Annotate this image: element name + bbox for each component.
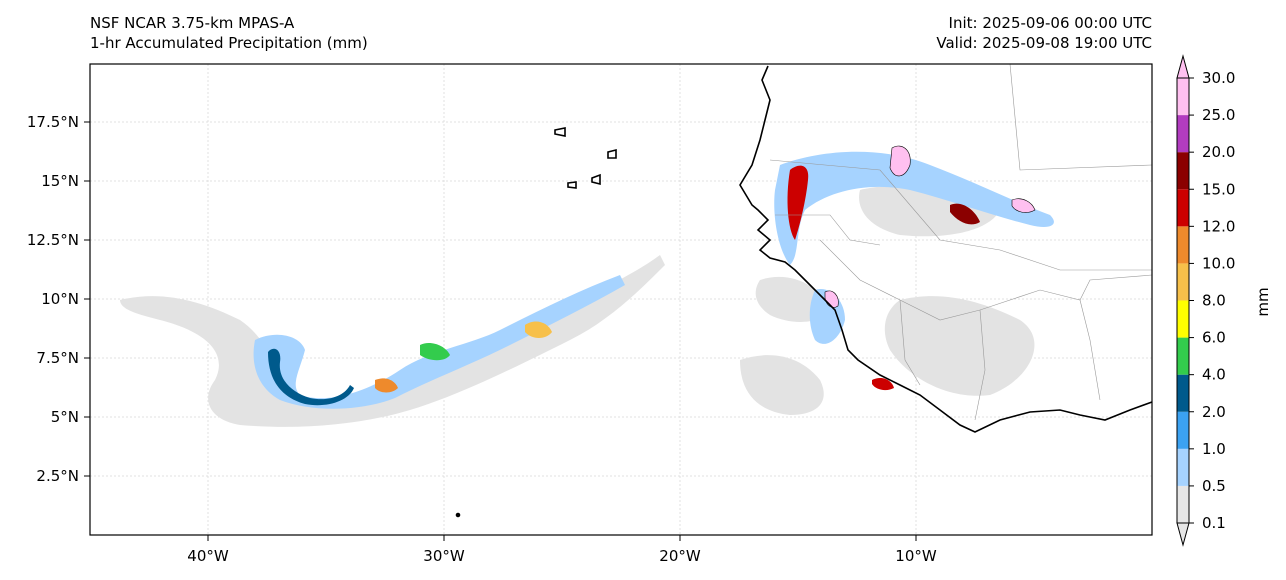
light-precip-west-africa-south: [740, 355, 824, 415]
colorbar-segment: [1177, 411, 1189, 449]
lon-label: 20°W: [659, 547, 701, 565]
cape-verde-4: [567, 181, 577, 189]
init-time: Init: 2025-09-06 00:00 UTC: [948, 14, 1152, 32]
cell-atlantic-2: [525, 321, 552, 338]
colorbar-tick-label: 6.0: [1202, 329, 1226, 347]
rain-band-sahel: [774, 151, 1054, 265]
colorbar-tick-label: 25.0: [1202, 106, 1235, 124]
border-cote-divoire-west: [899, 299, 921, 386]
border-mali-north: [1009, 63, 1153, 171]
model-name: NSF NCAR 3.75-km MPAS-A: [90, 14, 295, 32]
cape-verde-3: [591, 173, 601, 186]
lon-label: 30°W: [423, 547, 465, 565]
colorbar-tick-label: 2.0: [1202, 403, 1226, 421]
colorbar: 0.1 0.5 1.0 2.0 4.0 6.0 8.0 10.0 12.0 15.0 20.0 25.…: [1176, 54, 1272, 547]
cell-atlantic-3: [375, 378, 398, 393]
colorbar-ticks: 0.1 0.5 1.0 2.0 4.0 6.0 8.0 10.0 12.0 15.0 20.0 25.…: [1189, 69, 1235, 532]
cell-mali-west: [889, 145, 911, 177]
field-name: 1-hr Accumulated Precipitation (mm): [90, 34, 368, 52]
valid-time: Valid: 2025-09-08 19:00 UTC: [936, 34, 1152, 52]
colorbar-tick-label: 4.0: [1202, 366, 1226, 384]
colorbar-tick-label: 15.0: [1202, 180, 1235, 198]
lat-label: 17.5°N: [27, 113, 79, 131]
cell-burkina: [1011, 198, 1036, 213]
colorbar-segment: [1177, 374, 1189, 412]
colorbar-unit-label: mm: [1254, 287, 1272, 316]
convective-cells: [268, 145, 1036, 406]
lon-axis: 40°W 30°W 20°W 10°W: [187, 535, 937, 565]
colorbar-segment: [1177, 152, 1189, 190]
lat-label: 12.5°N: [27, 231, 79, 249]
title-left: NSF NCAR 3.75-km MPAS-A 1-hr Accumulated…: [90, 13, 368, 53]
border-togo-benin: [1079, 299, 1101, 401]
lon-label: 10°W: [895, 547, 937, 565]
cape-verde-1: [554, 127, 566, 137]
island-dot: [455, 512, 461, 518]
colorbar-extend-top: [1176, 54, 1190, 79]
lat-label: 5°N: [51, 408, 79, 426]
colorbar-segment: [1177, 337, 1189, 375]
colorbar-tick-label: 30.0: [1202, 69, 1235, 87]
cell-senegal-coast: [787, 165, 809, 240]
cape-verde-2: [607, 148, 617, 159]
title-right: Init: 2025-09-06 00:00 UTC Valid: 2025-0…: [936, 13, 1152, 53]
light-precip-interior: [884, 296, 1035, 396]
colorbar-segment: [1177, 485, 1189, 523]
border-sahel: [769, 159, 1152, 271]
colorbar-segment: [1177, 263, 1189, 301]
colorbar-tick-label: 0.5: [1202, 477, 1226, 495]
colorbar-tick-label: 0.1: [1202, 514, 1226, 532]
colorbar-segments: [1177, 78, 1189, 523]
colorbar-tick-label: 20.0: [1202, 143, 1235, 161]
colorbar-tick-label: 8.0: [1202, 292, 1226, 310]
colorbar-segment: [1177, 300, 1189, 338]
lon-label: 40°W: [187, 547, 229, 565]
border-senegal-gambia: [775, 214, 881, 246]
colorbar-extend-bottom: [1176, 522, 1190, 547]
colorbar-segment: [1177, 189, 1189, 227]
colorbar-tick-label: 12.0: [1202, 217, 1235, 235]
coastline-west-africa: [739, 65, 1153, 433]
country-borders: [769, 63, 1153, 421]
colorbar-tick-label: 10.0: [1202, 254, 1235, 272]
cell-mali-east: [950, 203, 980, 225]
border-ghana: [974, 309, 986, 421]
light-precip-atlantic: [120, 255, 665, 427]
lat-label: 15°N: [41, 172, 79, 190]
cell-liberia: [872, 377, 894, 391]
cell-atlantic-1: [420, 343, 450, 361]
lat-label: 7.5°N: [36, 349, 79, 367]
colorbar-tick-label: 1.0: [1202, 440, 1226, 458]
colorbar-segment: [1177, 226, 1189, 264]
lat-label: 10°N: [41, 290, 79, 308]
colorbar-segment: [1177, 78, 1189, 116]
coastline: [455, 65, 1153, 518]
cell-atlantic-arc: [268, 348, 354, 406]
lat-label: 2.5°N: [36, 467, 79, 485]
colorbar-segment: [1177, 448, 1189, 486]
colorbar-segment: [1177, 115, 1189, 153]
lat-axis: 17.5°N 15°N 12.5°N 10°N 7.5°N 5°N 2.5°N: [27, 113, 90, 485]
map-panel: [89, 63, 1153, 536]
